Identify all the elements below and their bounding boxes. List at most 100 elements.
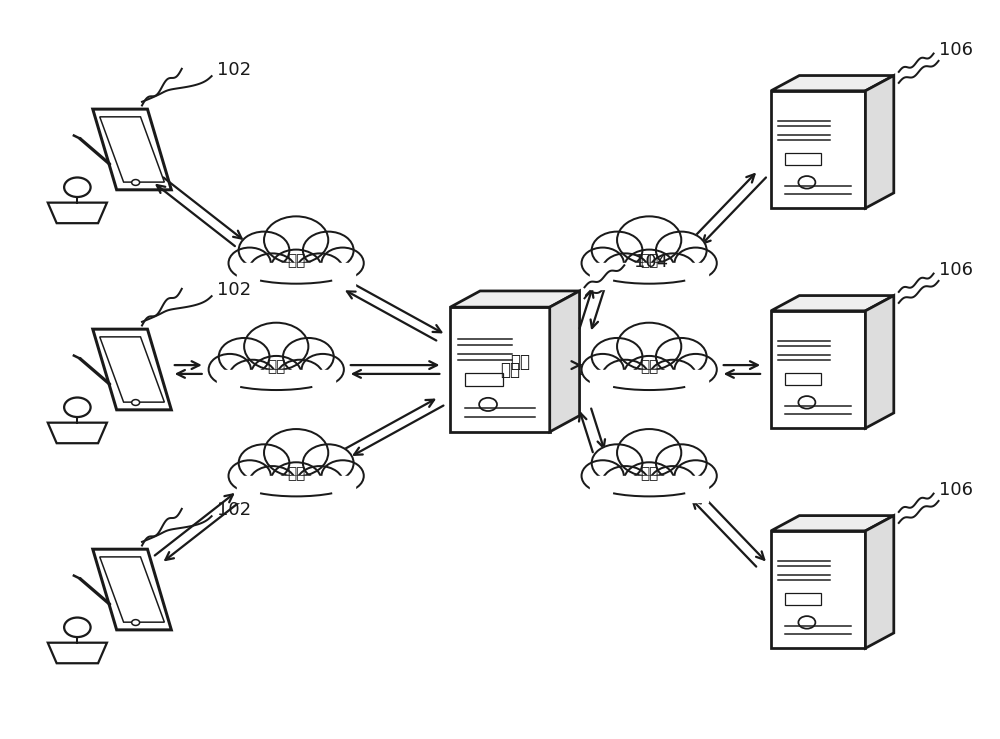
Text: 网络: 网络 (287, 253, 305, 268)
Polygon shape (100, 557, 164, 622)
Circle shape (798, 176, 815, 188)
Circle shape (592, 338, 642, 375)
Circle shape (649, 253, 697, 288)
Bar (590, 263, 708, 289)
Text: 网络: 网络 (640, 359, 658, 375)
Circle shape (675, 460, 717, 491)
Polygon shape (48, 643, 107, 663)
Text: 102: 102 (217, 61, 251, 79)
Polygon shape (100, 117, 164, 182)
Circle shape (239, 444, 289, 482)
Polygon shape (93, 109, 171, 190)
Polygon shape (93, 329, 171, 410)
Circle shape (219, 338, 269, 375)
Circle shape (239, 231, 289, 269)
Text: 104: 104 (634, 253, 668, 270)
Circle shape (264, 429, 328, 477)
Bar (217, 370, 335, 395)
Circle shape (271, 250, 321, 287)
Circle shape (624, 463, 675, 500)
Text: 网络: 网络 (640, 466, 658, 481)
Polygon shape (865, 75, 894, 208)
Circle shape (592, 444, 642, 482)
Circle shape (624, 250, 675, 287)
Circle shape (602, 253, 649, 288)
Polygon shape (771, 516, 894, 531)
Circle shape (592, 231, 642, 269)
Circle shape (249, 253, 296, 288)
Circle shape (649, 360, 697, 395)
Bar (590, 370, 708, 395)
Circle shape (249, 466, 296, 501)
Text: 网关: 网关 (510, 353, 530, 371)
Circle shape (283, 338, 334, 375)
Circle shape (656, 338, 707, 375)
Circle shape (649, 466, 697, 501)
Circle shape (229, 360, 276, 395)
Text: 102: 102 (217, 501, 251, 520)
Circle shape (656, 231, 707, 269)
Circle shape (303, 231, 354, 269)
Circle shape (271, 463, 321, 500)
Circle shape (64, 177, 91, 197)
Circle shape (656, 444, 707, 482)
Circle shape (479, 398, 497, 411)
Circle shape (132, 619, 140, 625)
Circle shape (617, 429, 681, 477)
Bar (237, 476, 355, 502)
Circle shape (251, 356, 302, 393)
Text: 网络: 网络 (640, 253, 658, 268)
Polygon shape (865, 296, 894, 428)
Circle shape (229, 248, 271, 279)
Circle shape (582, 460, 624, 491)
Circle shape (321, 248, 364, 279)
Circle shape (582, 248, 624, 279)
Circle shape (264, 217, 328, 264)
Circle shape (798, 616, 815, 629)
Circle shape (276, 360, 324, 395)
Text: 106: 106 (939, 261, 973, 279)
Text: 106: 106 (939, 481, 973, 499)
Bar (785, 593, 821, 605)
Circle shape (244, 323, 308, 370)
Polygon shape (450, 291, 580, 307)
Circle shape (209, 354, 251, 385)
Circle shape (675, 354, 717, 385)
Text: 网关: 网关 (500, 361, 520, 378)
Polygon shape (771, 75, 894, 91)
Polygon shape (48, 202, 107, 223)
Polygon shape (771, 91, 865, 208)
Circle shape (132, 400, 140, 406)
Polygon shape (450, 307, 550, 432)
Bar (237, 263, 355, 289)
Polygon shape (771, 531, 865, 648)
Bar (785, 153, 821, 165)
Circle shape (303, 444, 354, 482)
Bar (465, 373, 503, 386)
Polygon shape (100, 337, 164, 402)
Polygon shape (48, 423, 107, 443)
Circle shape (296, 253, 343, 288)
Circle shape (617, 323, 681, 370)
Text: 106: 106 (939, 41, 973, 59)
Circle shape (602, 466, 649, 501)
Text: 102: 102 (217, 282, 251, 299)
Polygon shape (93, 549, 171, 630)
Bar (785, 373, 821, 385)
Circle shape (675, 248, 717, 279)
Circle shape (64, 618, 91, 637)
Text: 网络: 网络 (267, 359, 285, 375)
Text: 网络: 网络 (287, 466, 305, 481)
Circle shape (64, 398, 91, 417)
Circle shape (321, 460, 364, 491)
Circle shape (624, 356, 675, 393)
Polygon shape (865, 516, 894, 648)
Bar (590, 476, 708, 502)
Polygon shape (771, 296, 894, 311)
Circle shape (296, 466, 343, 501)
Circle shape (229, 460, 271, 491)
Circle shape (582, 354, 624, 385)
Circle shape (132, 180, 140, 185)
Circle shape (617, 217, 681, 264)
Polygon shape (771, 311, 865, 428)
